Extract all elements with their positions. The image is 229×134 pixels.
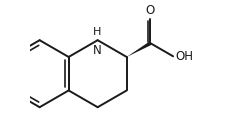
Text: OH: OH bbox=[175, 50, 193, 63]
Polygon shape bbox=[126, 42, 151, 57]
Text: N: N bbox=[92, 44, 101, 57]
Text: H: H bbox=[92, 27, 101, 37]
Text: O: O bbox=[145, 4, 154, 17]
